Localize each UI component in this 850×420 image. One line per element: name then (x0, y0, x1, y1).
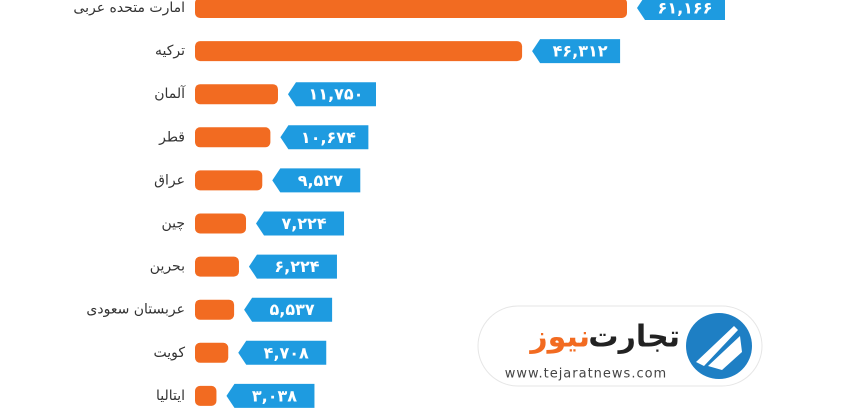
logo-url: www.tejaratnews.com (505, 367, 667, 382)
logo-name: نیوز (528, 320, 590, 355)
logo-badge (477, 305, 763, 387)
value-label-box (244, 297, 333, 322)
value-label-box (248, 254, 337, 279)
category-label: امارت متحده عربی (73, 0, 185, 16)
bar (195, 256, 239, 277)
bar (195, 170, 263, 191)
category-label: ترکیه (155, 43, 185, 59)
value-label-box (272, 168, 361, 193)
logo-icon-mark (696, 326, 742, 370)
category-label: بحرین (150, 259, 185, 275)
category-label: کویت (153, 345, 185, 361)
category-label: چین (161, 216, 185, 232)
value-label: ۶۱,۱۶۶ (658, 0, 713, 18)
logo-name: تجارت (588, 320, 680, 355)
value-label: ۶,۲۲۴ (274, 257, 319, 276)
category-label: آلمان (154, 85, 186, 102)
logo: تجارت نیوز www.tejaratnews.com (477, 305, 763, 387)
bar (195, 385, 217, 406)
value-label-box (287, 82, 376, 107)
bar (195, 0, 627, 18)
value-label-box (637, 0, 725, 20)
bar (195, 41, 523, 62)
value-label-box (532, 39, 621, 64)
value-label: ۳,۰۳۸ (252, 386, 297, 405)
category-label: قطر (158, 129, 185, 145)
value-label: ۱۰,۶۷۴ (301, 128, 356, 147)
value-label-box (280, 125, 369, 150)
value-label-box (226, 383, 315, 408)
value-label: ۵,۵۳۷ (270, 300, 315, 319)
category-label: عربستان سعودی (86, 302, 185, 318)
bar (195, 84, 278, 105)
value-label-box (256, 211, 345, 236)
bar (195, 342, 229, 363)
value-label: ۴,۷۰۸ (264, 343, 309, 362)
bar (195, 299, 235, 320)
value-label: ۷,۲۲۴ (281, 214, 326, 233)
value-label: ۹,۵۲۷ (298, 171, 343, 190)
bar (195, 127, 271, 148)
value-label-box (238, 340, 327, 365)
bar (195, 213, 247, 234)
category-label: عراق (154, 172, 185, 188)
value-label: ۱۱,۷۵۰ (309, 85, 364, 104)
value-label: ۴۶,۳۱۲ (553, 42, 608, 61)
category-label: ایتالیا (156, 388, 185, 404)
